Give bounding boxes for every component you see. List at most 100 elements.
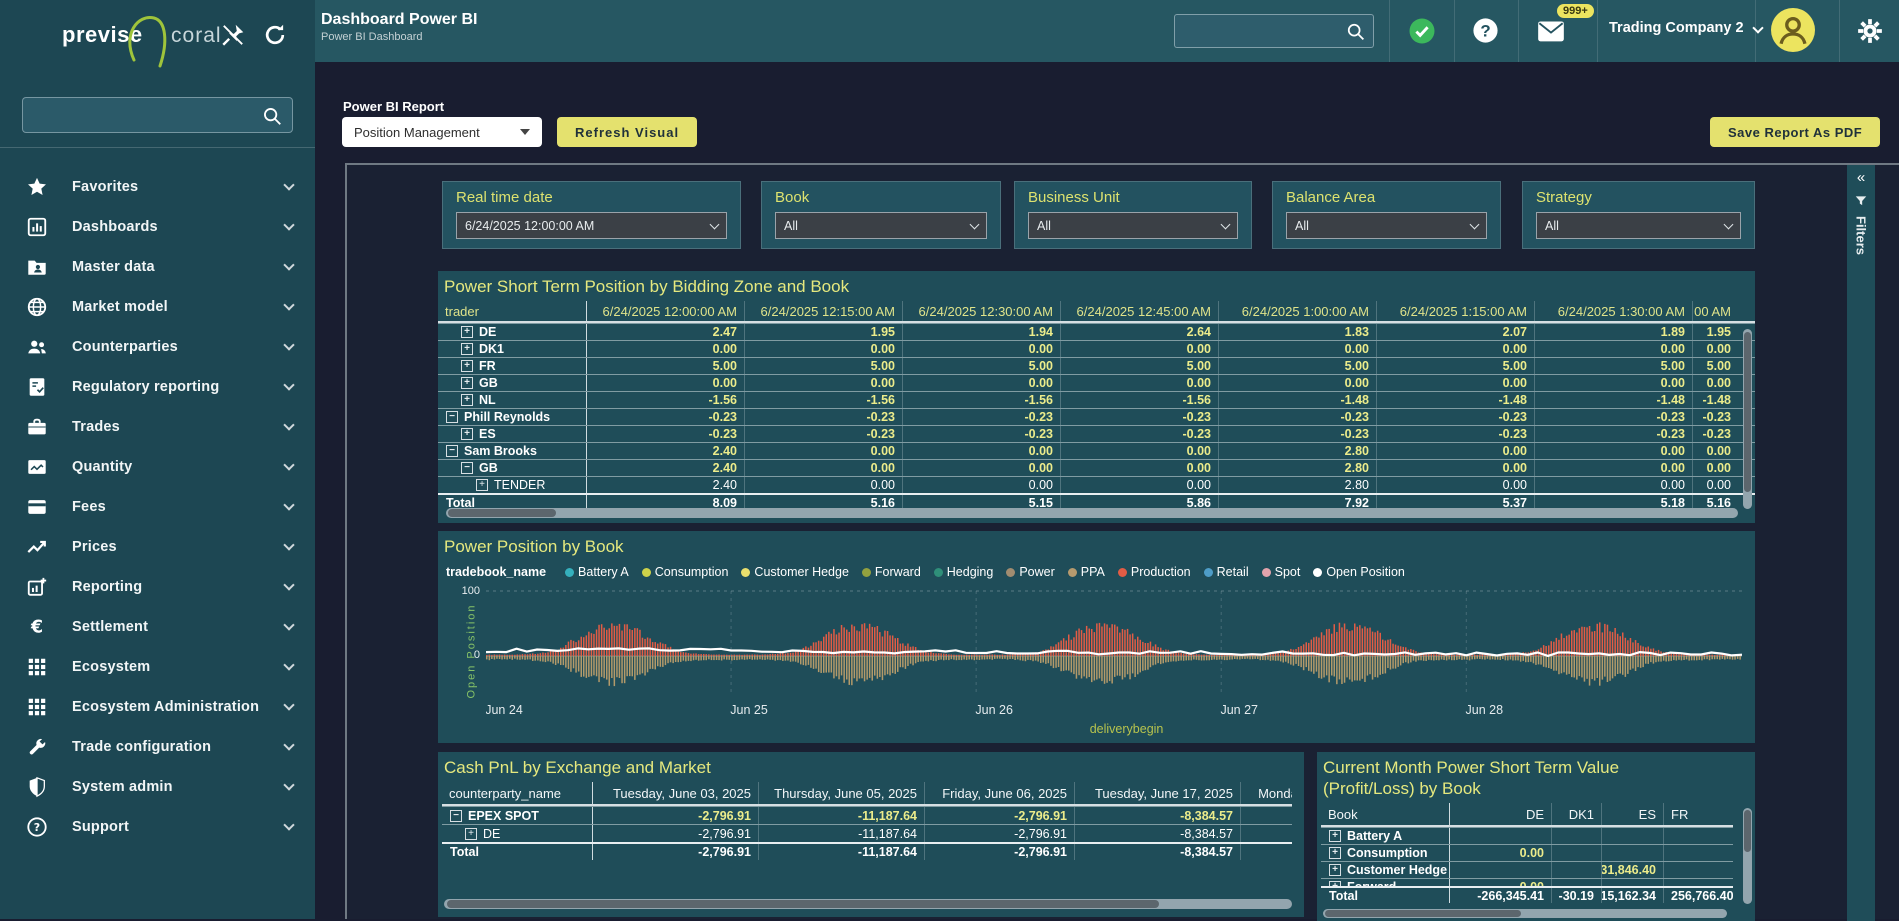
legend-item-consumption[interactable]: Consumption bbox=[642, 565, 729, 579]
position-table-card: Power Short Term Position by Bidding Zon… bbox=[438, 271, 1755, 523]
scrollbar-thumb[interactable] bbox=[447, 900, 1159, 908]
collapse-icon[interactable]: − bbox=[446, 411, 458, 423]
unpin-sidebar-icon[interactable] bbox=[220, 22, 246, 48]
expand-icon[interactable]: + bbox=[465, 828, 477, 840]
sidebar-divider bbox=[0, 147, 315, 148]
legend-dot bbox=[741, 568, 750, 577]
filters-panel-label[interactable]: Filters bbox=[1854, 216, 1869, 255]
scrollbar-thumb[interactable] bbox=[1744, 810, 1751, 852]
legend-item-forward[interactable]: Forward bbox=[862, 565, 921, 579]
filter-select-real-time-date[interactable]: 6/24/2025 12:00:00 AM bbox=[456, 212, 727, 239]
sidebar-item-quantity[interactable]: Quantity bbox=[0, 447, 315, 487]
legend-item-customer-hedge[interactable]: Customer Hedge bbox=[741, 565, 849, 579]
row-label: +GB bbox=[438, 375, 586, 391]
cell-value: 0.00 bbox=[1534, 460, 1692, 476]
cell-value: 0.00 bbox=[1376, 460, 1534, 476]
cell-value: -0.23 bbox=[586, 409, 744, 425]
legend-item-production[interactable]: Production bbox=[1118, 565, 1191, 579]
legend-item-battery-a[interactable]: Battery A bbox=[565, 565, 629, 579]
sidebar-item-favorites[interactable]: Favorites bbox=[0, 167, 315, 207]
collapse-icon[interactable]: − bbox=[450, 810, 462, 822]
mail-icon[interactable] bbox=[1537, 20, 1567, 50]
legend-item-ppa[interactable]: PPA bbox=[1068, 565, 1105, 579]
scrollbar-thumb[interactable] bbox=[1325, 910, 1521, 917]
expand-icon[interactable]: + bbox=[461, 360, 473, 372]
sidebar-item-ecosystem-administration[interactable]: Ecosystem Administration bbox=[0, 687, 315, 727]
status-check-icon[interactable] bbox=[1407, 16, 1437, 46]
vertical-scrollbar[interactable] bbox=[1743, 329, 1752, 509]
svg-text:Jun 24: Jun 24 bbox=[486, 703, 523, 717]
filter-select-balance-area[interactable]: All bbox=[1286, 212, 1487, 239]
sidebar-item-master-data[interactable]: Master data bbox=[0, 247, 315, 287]
sidebar-item-trade-configuration[interactable]: Trade configuration bbox=[0, 727, 315, 767]
bar-chart-icon bbox=[26, 216, 48, 238]
company-selector[interactable]: Trading Company 2 bbox=[1609, 20, 1762, 36]
legend-item-power[interactable]: Power bbox=[1006, 565, 1054, 579]
expand-icon[interactable]: + bbox=[1329, 847, 1341, 859]
sidebar-item-fees[interactable]: Fees bbox=[0, 487, 315, 527]
vertical-scrollbar[interactable] bbox=[1743, 808, 1752, 904]
sidebar-item-system-admin[interactable]: System admin bbox=[0, 767, 315, 807]
filter-select-business-unit[interactable]: All bbox=[1028, 212, 1238, 239]
sidebar-item-label: Dashboards bbox=[72, 219, 285, 235]
sidebar-item-ecosystem[interactable]: Ecosystem bbox=[0, 647, 315, 687]
cell-value bbox=[1240, 844, 1292, 860]
cell-value: -1.48 bbox=[1218, 392, 1376, 408]
chevron-down-icon bbox=[710, 219, 720, 229]
sidebar-item-regulatory-reporting[interactable]: Regulatory reporting bbox=[0, 367, 315, 407]
sidebar-item-market-model[interactable]: Market model bbox=[0, 287, 315, 327]
help-icon[interactable]: ? bbox=[1471, 16, 1501, 46]
expand-icon[interactable]: + bbox=[461, 343, 473, 355]
legend-item-hedging[interactable]: Hedging bbox=[934, 565, 994, 579]
settings-gear-icon[interactable] bbox=[1855, 16, 1885, 46]
scrollbar-thumb[interactable] bbox=[448, 509, 556, 517]
topbar-search-input[interactable] bbox=[1174, 14, 1374, 48]
sidebar-item-counterparties[interactable]: Counterparties bbox=[0, 327, 315, 367]
filter-select-book[interactable]: All bbox=[775, 212, 987, 239]
cell-value: -2,796.91 bbox=[592, 807, 758, 824]
expand-icon[interactable]: + bbox=[476, 479, 488, 491]
expand-filters-icon[interactable]: « bbox=[1847, 169, 1875, 186]
expand-icon[interactable]: + bbox=[461, 428, 473, 440]
cell-value: -1.48 bbox=[1376, 392, 1534, 408]
legend-item-spot[interactable]: Spot bbox=[1262, 565, 1301, 579]
company-name: Trading Company 2 bbox=[1609, 20, 1744, 36]
cell-value bbox=[1240, 807, 1292, 824]
save-report-pdf-button[interactable]: Save Report As PDF bbox=[1710, 117, 1880, 147]
sidebar-search-input[interactable] bbox=[22, 97, 293, 133]
horizontal-scrollbar[interactable] bbox=[444, 899, 1292, 909]
sidebar-item-label: System admin bbox=[72, 779, 285, 795]
sidebar-item-settlement[interactable]: €Settlement bbox=[0, 607, 315, 647]
filter-label: Strategy bbox=[1536, 189, 1741, 206]
expand-icon[interactable]: + bbox=[461, 377, 473, 389]
expand-icon[interactable]: + bbox=[1329, 864, 1341, 876]
refresh-visual-button[interactable]: Refresh Visual bbox=[557, 117, 697, 147]
collapse-icon[interactable]: − bbox=[446, 445, 458, 457]
column-header: 6/24/2025 1:45:00 AM bbox=[1692, 301, 1738, 321]
sidebar-item-trades[interactable]: Trades bbox=[0, 407, 315, 447]
sidebar-item-support[interactable]: ?Support bbox=[0, 807, 315, 847]
sidebar-item-prices[interactable]: Prices bbox=[0, 527, 315, 567]
legend-item-retail[interactable]: Retail bbox=[1204, 565, 1249, 579]
filter-select-strategy[interactable]: All bbox=[1536, 212, 1741, 239]
row-label-text: DK1 bbox=[479, 342, 504, 356]
legend-item-open-position[interactable]: Open Position bbox=[1313, 565, 1405, 579]
cell-value: -0.23 bbox=[1534, 409, 1692, 425]
refresh-icon[interactable] bbox=[262, 22, 288, 48]
report-select[interactable]: Position Management bbox=[342, 117, 542, 147]
expand-icon[interactable]: + bbox=[1329, 830, 1341, 842]
horizontal-scrollbar[interactable] bbox=[446, 508, 1738, 518]
row-label-text: FR bbox=[479, 359, 496, 373]
cell-value: 0.00 bbox=[902, 375, 1060, 391]
filter-funnel-icon[interactable] bbox=[1854, 194, 1868, 208]
avatar[interactable] bbox=[1771, 8, 1815, 52]
expand-icon[interactable]: + bbox=[461, 394, 473, 406]
cell-value: 5.00 bbox=[1060, 358, 1218, 374]
collapse-icon[interactable]: − bbox=[461, 462, 473, 474]
sidebar-item-reporting[interactable]: Reporting bbox=[0, 567, 315, 607]
horizontal-scrollbar[interactable] bbox=[1323, 909, 1727, 918]
scrollbar-thumb[interactable] bbox=[1744, 332, 1751, 492]
sidebar-item-dashboards[interactable]: Dashboards bbox=[0, 207, 315, 247]
table-header-row: BookDEDK1ESFR bbox=[1321, 803, 1733, 827]
expand-icon[interactable]: + bbox=[461, 326, 473, 338]
